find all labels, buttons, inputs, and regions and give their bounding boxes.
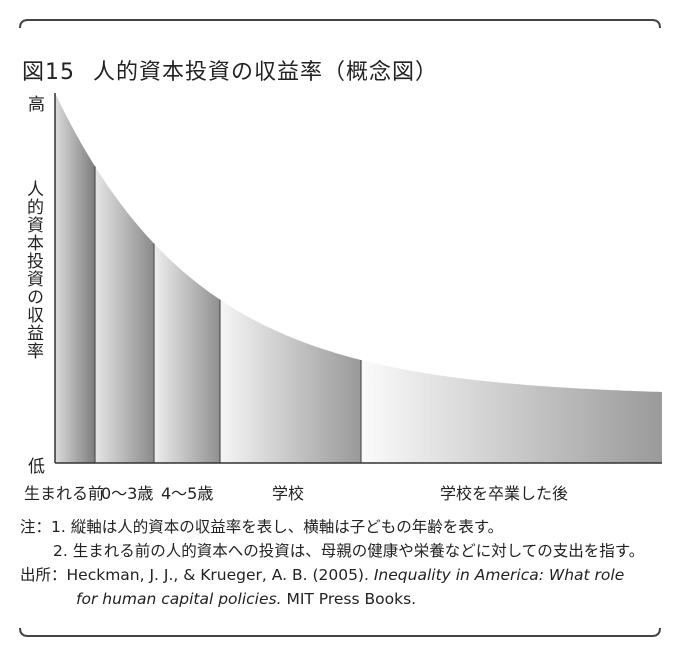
figure-number: 図15 (22, 60, 75, 85)
category-label-0-3: 0〜3歳 (101, 484, 154, 503)
band-2 (95, 166, 154, 463)
source-line: 出所：Heckman, J. J., & Krueger, A. B. (200… (20, 563, 644, 611)
notes-block: 注：1. 縦軸は人的資本の収益率を表し、横軸は子どもの年齢を表す。 2. 生まれ… (20, 515, 644, 611)
y-axis-label: 人的資本投資の収益率 (23, 180, 43, 360)
notes-prefix: 注： (20, 518, 52, 536)
note-2-text: 2. 生まれる前の人的資本への投資は、母親の健康や栄養などに対しての支出を指す。 (53, 542, 645, 560)
source-authors: Heckman, J. J., & Krueger, A. B. (2005). (66, 566, 369, 584)
source-prefix: 出所： (20, 566, 67, 584)
note-1: 注：1. 縦軸は人的資本の収益率を表し、横軸は子どもの年齢を表す。 (20, 515, 644, 539)
category-label-school: 学校 (272, 484, 305, 503)
top-border (19, 19, 661, 29)
note-2: 2. 生まれる前の人的資本への投資は、母親の健康や栄養などに対しての支出を指す。 (20, 539, 644, 563)
category-label-4-5: 4〜5歳 (161, 484, 214, 503)
y-low-label: 低 (28, 457, 45, 477)
chart-title: 図15 人的資本投資の収益率（概念図） (22, 54, 438, 86)
y-high-label: 高 (28, 95, 45, 115)
source-line-2: for human capital policies. MIT Press Bo… (20, 587, 644, 611)
note-1-text: 1. 縦軸は人的資本の収益率を表し、横軸は子どもの年齢を表す。 (51, 518, 504, 536)
category-label-after-school: 学校を卒業した後 (440, 484, 569, 503)
band-5 (361, 360, 662, 463)
category-label-prenatal: 生まれる前 (24, 484, 105, 503)
figure-title: 人的資本投資の収益率（概念図） (93, 60, 439, 85)
chart-bands (55, 93, 662, 463)
band-4 (220, 299, 361, 463)
source-book-title-1: Inequality in America: What role (373, 566, 625, 584)
source-book-title-2: for human capital policies. (76, 590, 282, 608)
source-publisher: MIT Press Books. (286, 590, 417, 608)
band-3 (154, 243, 220, 463)
bottom-border (19, 627, 661, 637)
band-1 (55, 93, 95, 463)
